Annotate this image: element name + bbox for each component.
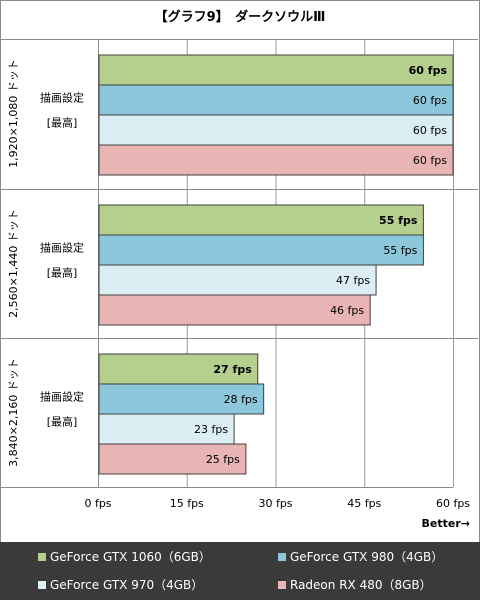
group-resolution-label-2: 3,840×2,160 ドット <box>7 358 20 467</box>
x-tick-label-4: 60 fps <box>436 497 470 510</box>
legend-item-gtx970: GeForce GTX 970（4GB） <box>38 576 203 593</box>
group-setting-label-2: 描画設定 <box>40 390 84 404</box>
legend-label-gtx980: GeForce GTX 980（4GB） <box>290 550 444 564</box>
x-tick-label-2: 30 fps <box>258 497 292 510</box>
legend-item-rx480: Radeon RX 480（8GB） <box>278 576 432 593</box>
better-direction-label: Better→ <box>421 517 470 530</box>
group-preset-label-2: [最高] <box>47 415 78 429</box>
bar-g0-s1 <box>98 84 454 116</box>
bar-g1-s1 <box>98 234 424 266</box>
legend-label-gtx1060: GeForce GTX 1060（6GB） <box>50 550 211 564</box>
bar-label-g0-s3: 60 fps <box>413 154 447 167</box>
group-setting-label-0: 描画設定 <box>40 91 84 105</box>
bar-label-g0-s2: 60 fps <box>413 124 447 137</box>
bar-g0-s3 <box>98 144 454 176</box>
group-preset-label-0: [最高] <box>47 116 78 130</box>
bar-label-g1-s2: 47 fps <box>336 274 370 287</box>
bar-label-g1-s1: 55 fps <box>383 244 417 257</box>
legend-swatch-gtx980 <box>278 553 286 561</box>
bar-label-g1-s3: 46 fps <box>330 304 364 317</box>
group-preset-label-1: [最高] <box>47 266 78 280</box>
legend-label-rx480: Radeon RX 480（8GB） <box>290 578 432 592</box>
legend-swatch-rx480 <box>278 581 286 589</box>
bar-label-g1-s0: 55 fps <box>379 214 418 227</box>
bar-label-g2-s2: 23 fps <box>194 423 228 436</box>
bar-g2-s3 <box>98 443 247 475</box>
chart-title: 【グラフ9】 ダークソウルⅢ <box>154 10 326 25</box>
x-tick-label-3: 45 fps <box>347 497 381 510</box>
bar-g1-s0 <box>98 204 424 236</box>
bar-label-g2-s3: 25 fps <box>206 453 240 466</box>
group-setting-label-1: 描画設定 <box>40 241 84 255</box>
legend-item-gtx980: GeForce GTX 980（4GB） <box>278 548 443 565</box>
bar-g1-s2 <box>98 264 377 296</box>
bar-g2-s1 <box>98 383 265 415</box>
legend-label-gtx970: GeForce GTX 970（4GB） <box>50 578 204 592</box>
bar-g0-s0 <box>98 54 454 86</box>
group-resolution-label-0: 1,920×1,080 ドット <box>7 59 20 168</box>
x-tick-label-1: 15 fps <box>170 497 204 510</box>
group-resolution-label-1: 2,560×1,440 ドット <box>7 209 20 318</box>
legend-item-gtx1060: GeForce GTX 1060（6GB） <box>38 548 211 565</box>
legend-swatch-gtx970 <box>38 581 46 589</box>
bar-label-g0-s0: 60 fps <box>409 64 448 77</box>
bar-label-g2-s0: 27 fps <box>213 363 252 376</box>
legend-swatch-gtx1060 <box>38 553 46 561</box>
legend: GeForce GTX 1060（6GB） GeForce GTX 980（4G… <box>0 542 480 600</box>
x-tick-label-0: 0 fps <box>84 497 111 510</box>
bar-label-g2-s1: 28 fps <box>224 393 258 406</box>
bar-label-g0-s1: 60 fps <box>413 94 447 107</box>
bar-g0-s2 <box>98 114 454 146</box>
bar-g1-s3 <box>98 294 371 326</box>
